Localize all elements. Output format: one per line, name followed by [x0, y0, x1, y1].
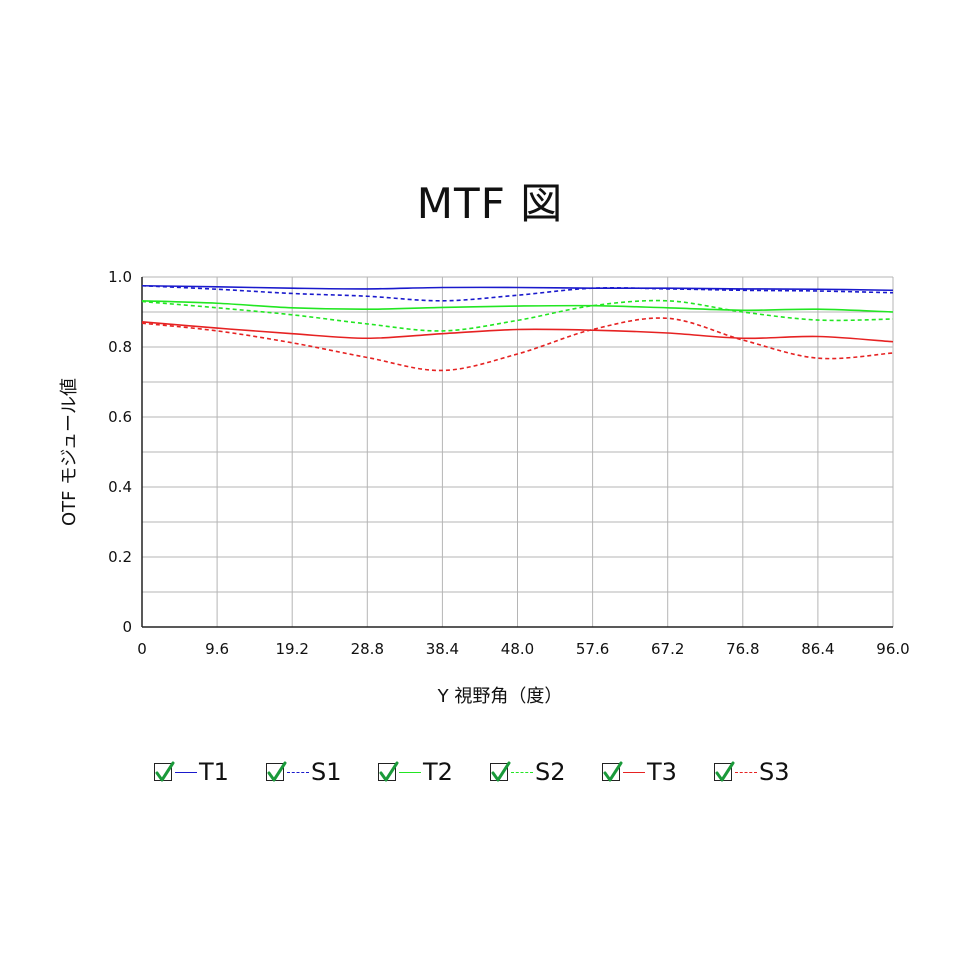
legend-checkbox[interactable] — [378, 761, 399, 782]
legend-checkbox[interactable] — [266, 761, 287, 782]
legend-label: T1 — [199, 758, 229, 786]
x-tick-label: 38.4 — [426, 640, 459, 658]
legend-line-swatch — [399, 771, 421, 773]
legend-line-swatch — [623, 771, 645, 773]
checkmark-icon — [491, 761, 511, 782]
legend-line-swatch — [511, 771, 533, 773]
x-tick-label: 86.4 — [801, 640, 834, 658]
x-tick-label: 9.6 — [205, 640, 229, 658]
checkmark-icon — [155, 761, 175, 782]
checkmark-icon — [715, 761, 735, 782]
legend-item-t2[interactable]: T2 — [378, 758, 490, 786]
series-line-t3 — [141, 321, 894, 343]
legend-label: S3 — [759, 758, 790, 786]
x-tick-label: 67.2 — [651, 640, 684, 658]
legend: T1 S1 T2 S2 T3 S3 — [0, 758, 980, 786]
legend-item-t1[interactable]: T1 — [154, 758, 266, 786]
y-tick-label: 0.6 — [108, 408, 132, 426]
series-line-t1 — [141, 284, 894, 292]
legend-item-t3[interactable]: T3 — [602, 758, 714, 786]
axes — [141, 277, 893, 628]
grid — [141, 276, 894, 628]
y-tick-label: 0.4 — [108, 478, 132, 496]
x-tick-label: 19.2 — [275, 640, 308, 658]
legend-line-swatch — [735, 771, 757, 773]
series-line-s2 — [141, 299, 894, 332]
series-line-s3 — [141, 317, 894, 372]
legend-checkbox[interactable] — [154, 761, 175, 782]
x-tick-label: 48.0 — [501, 640, 534, 658]
x-tick-label: 28.8 — [351, 640, 384, 658]
checkmark-icon — [267, 761, 287, 782]
y-axis-label: OTF モジュール値 — [59, 378, 80, 526]
x-tick-label: 76.8 — [726, 640, 759, 658]
x-axis-label: Y 視野角（度） — [437, 686, 563, 707]
checkmark-icon — [379, 761, 399, 782]
legend-item-s3[interactable]: S3 — [714, 758, 826, 786]
series-line-t2 — [141, 300, 894, 313]
tick-labels: 0 9.6 19.2 28.8 38.4 48.0 57.6 67.2 76.8 86.4 96.0… — [108, 268, 910, 658]
x-tick-label: 0 — [137, 640, 147, 658]
legend-line-swatch — [287, 771, 309, 773]
legend-line-swatch — [175, 771, 197, 773]
chart-title: MTF 図 — [416, 179, 564, 228]
legend-checkbox[interactable] — [714, 761, 735, 782]
x-tick-label: 57.6 — [576, 640, 609, 658]
checkmark-icon — [603, 761, 623, 782]
legend-item-s2[interactable]: S2 — [490, 758, 602, 786]
legend-label: T3 — [647, 758, 677, 786]
legend-label: S1 — [311, 758, 342, 786]
legend-label: T2 — [423, 758, 453, 786]
y-tick-label: 0.8 — [108, 338, 132, 356]
legend-checkbox[interactable] — [490, 761, 511, 782]
series-line-s1 — [141, 284, 894, 302]
y-tick-label: 1.0 — [108, 268, 132, 286]
y-tick-label: 0.2 — [108, 548, 132, 566]
series-lines — [141, 284, 894, 372]
x-tick-label: 96.0 — [876, 640, 909, 658]
legend-item-s1[interactable]: S1 — [266, 758, 378, 786]
legend-label: S2 — [535, 758, 566, 786]
y-tick-label: 0 — [122, 618, 132, 636]
legend-checkbox[interactable] — [602, 761, 623, 782]
